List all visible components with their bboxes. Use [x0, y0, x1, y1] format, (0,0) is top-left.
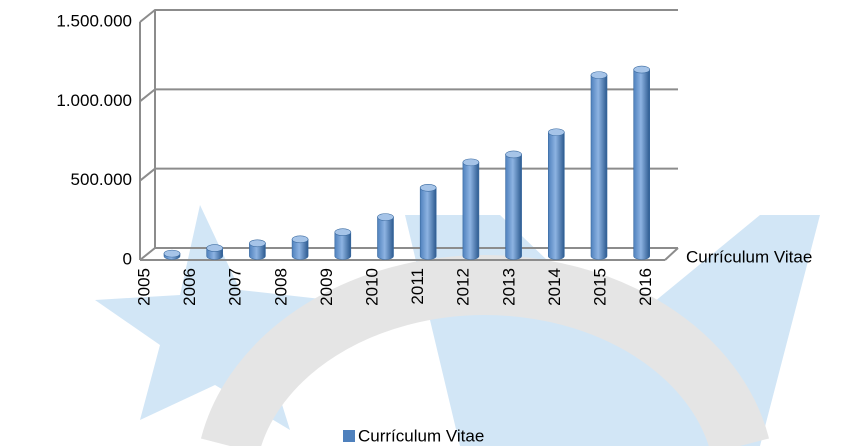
y-tick-label: 0 [123, 249, 132, 268]
grid-line [139, 88, 678, 103]
bar [548, 131, 565, 260]
x-tick-label: 2012 [454, 268, 473, 306]
bar-top [547, 128, 565, 137]
y-tick-label: 500.000 [71, 170, 132, 189]
depth-axis-label: Currículum Vitae [686, 247, 812, 266]
grid-line [139, 9, 678, 23]
y-tick-label: 1.000.000 [56, 91, 132, 110]
x-tick-label: 2015 [590, 268, 609, 306]
bar [249, 243, 266, 260]
bar-top [462, 158, 480, 167]
legend-label: Currículum Vitae [358, 426, 484, 445]
bar-top [249, 239, 266, 248]
x-tick-label: 2013 [499, 268, 518, 306]
bar-top [377, 213, 394, 221]
bar [633, 69, 650, 260]
bar [377, 216, 394, 260]
x-tick-label: 2011 [408, 268, 427, 305]
bar [590, 74, 608, 260]
x-tick-label: 2008 [271, 268, 290, 306]
y-tick-label: 1.500.000 [56, 11, 132, 30]
grid-line [139, 247, 678, 261]
bar [419, 187, 437, 260]
x-tick-label: 2009 [317, 268, 336, 306]
bar-top [419, 183, 437, 192]
bar-top [206, 244, 223, 252]
x-tick-label: 2014 [545, 268, 564, 306]
grid-line [139, 167, 678, 182]
bar [334, 231, 352, 260]
x-tick-label: 2007 [226, 268, 245, 306]
bar [291, 239, 309, 260]
watermark [95, 205, 820, 446]
bar [505, 154, 522, 260]
legend-swatch [343, 430, 355, 442]
bar-top [505, 150, 522, 159]
x-tick-label: 2016 [636, 268, 655, 306]
bar [462, 162, 480, 260]
floor-right [664, 247, 679, 261]
bar-top [291, 235, 309, 244]
plot-area: 0 500.000 1.000.000 1.500.000 2005 2006 2007 20… [56, 9, 679, 306]
bar-top [163, 249, 181, 258]
bar-top [633, 65, 651, 74]
bar-top [590, 71, 608, 79]
x-tick-label: 2005 [134, 268, 153, 306]
bar-top [334, 228, 352, 236]
x-tick-label: 2010 [362, 268, 381, 306]
x-tick-label: 2006 [180, 268, 199, 306]
